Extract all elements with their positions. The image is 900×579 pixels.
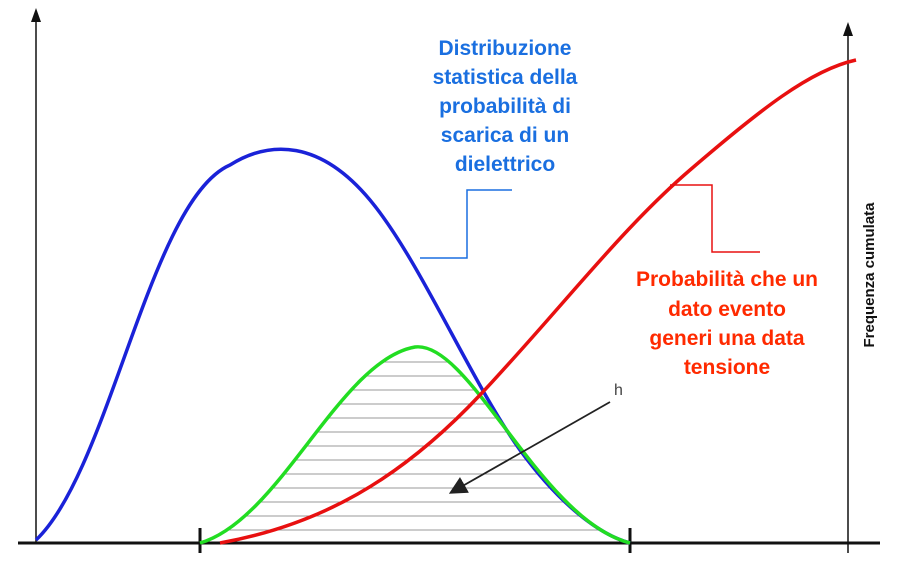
blue-label: Distribuzione statistica della probabili… <box>433 37 578 176</box>
right-axis-arrow <box>843 22 853 36</box>
label-line: scarica di un <box>441 124 569 147</box>
label-line: dielettrico <box>455 153 555 176</box>
label-line: Distribuzione <box>438 37 571 60</box>
label-line: probabilità di <box>439 95 571 118</box>
red-label: Probabilità che un dato evento generi un… <box>636 268 818 379</box>
blue-curve <box>34 147 631 545</box>
label-line: dato evento <box>668 298 786 321</box>
arrow <box>448 401 611 494</box>
green-curve <box>199 345 631 545</box>
right-axis-label: Frequenza cumulata <box>861 202 878 348</box>
red-connector <box>670 184 760 253</box>
label-line: statistica della <box>433 66 578 89</box>
label-line: generi una data <box>649 327 805 350</box>
arrow-label: h <box>614 382 623 399</box>
label-line: Probabilità che un <box>636 268 818 291</box>
blue-connector <box>420 189 512 259</box>
label-line: tensione <box>684 356 770 379</box>
red-curve <box>219 58 857 545</box>
y-axis-arrow <box>31 8 41 22</box>
